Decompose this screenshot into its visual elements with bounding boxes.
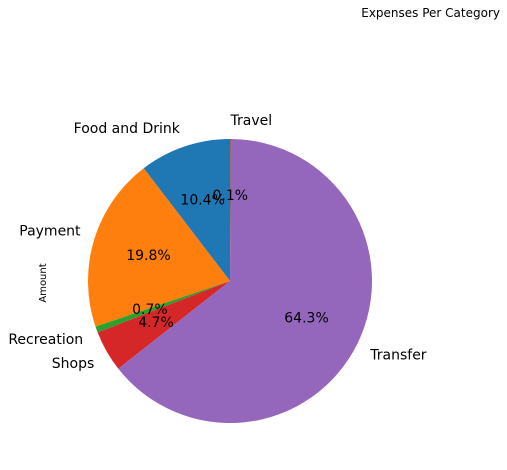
pie-slice-transfer	[118, 139, 373, 423]
category-label-food-and-drink: Food and Drink	[74, 121, 181, 137]
percent-label-transfer: 64.3%	[284, 310, 328, 326]
percent-labels: 10.4% 19.8% 0.7%4.7% 64.3% 0.1%	[126, 188, 329, 331]
pie-slice-recreation	[95, 281, 230, 333]
percent-label-shops: 4.7%	[138, 315, 174, 331]
percent-label-food-and-drink: 10.4%	[180, 192, 224, 208]
percent-label-travel: 0.1%	[212, 188, 248, 204]
y-axis-label: Amount	[38, 263, 49, 302]
category-labels: Food and Drink Payment Recreation Shops Tran…	[8, 113, 426, 372]
category-label-shops: Shops	[52, 356, 95, 372]
pie-slice-payment	[87, 168, 230, 327]
percent-label-payment: 19.8%	[126, 248, 170, 264]
pie-slice-shops	[97, 281, 230, 369]
category-label-travel: Travel	[229, 113, 272, 129]
category-label-recreation: Recreation	[8, 332, 83, 348]
category-label-transfer: Transfer	[369, 347, 427, 363]
category-label-payment: Payment	[19, 224, 81, 240]
pie-slice-food-and-drink	[143, 139, 230, 281]
pie-slices	[87, 139, 373, 423]
chart-title: Expenses Per Category	[361, 6, 500, 20]
pie-slice-travel	[230, 139, 231, 281]
percent-label-recreation: 0.7%	[132, 302, 168, 318]
